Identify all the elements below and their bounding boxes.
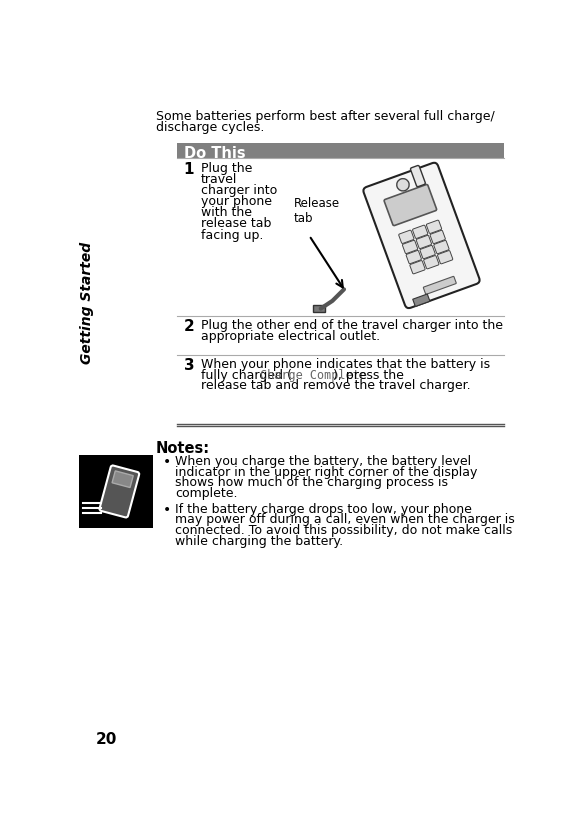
Text: Notes:: Notes: xyxy=(155,441,210,456)
FancyBboxPatch shape xyxy=(434,241,449,253)
Text: Do This: Do This xyxy=(183,146,245,161)
FancyBboxPatch shape xyxy=(424,256,439,268)
Bar xyxy=(79,455,152,528)
Text: Getting Started: Getting Started xyxy=(80,242,94,364)
FancyBboxPatch shape xyxy=(413,294,430,306)
Text: may power off during a call, even when the charger is: may power off during a call, even when t… xyxy=(175,513,515,526)
Text: 3: 3 xyxy=(183,358,194,373)
Text: Plug the: Plug the xyxy=(201,162,252,175)
FancyBboxPatch shape xyxy=(410,165,425,187)
Text: •: • xyxy=(162,455,171,469)
Text: release tab: release tab xyxy=(201,217,271,231)
FancyBboxPatch shape xyxy=(410,261,425,274)
FancyBboxPatch shape xyxy=(427,220,442,233)
Text: release tab and remove the travel charger.: release tab and remove the travel charge… xyxy=(201,379,470,393)
Text: while charging the battery.: while charging the battery. xyxy=(175,535,343,548)
Text: with the: with the xyxy=(201,206,251,219)
Text: appropriate electrical outlet.: appropriate electrical outlet. xyxy=(201,330,379,343)
Text: complete.: complete. xyxy=(175,487,237,500)
FancyBboxPatch shape xyxy=(112,471,133,487)
Text: connected. To avoid this possibility, do not make calls: connected. To avoid this possibility, do… xyxy=(175,524,512,537)
Text: your phone: your phone xyxy=(201,195,272,208)
Text: ), press the: ), press the xyxy=(332,368,403,382)
Text: •: • xyxy=(162,503,171,517)
FancyBboxPatch shape xyxy=(413,225,428,238)
Text: 2: 2 xyxy=(183,320,194,335)
FancyBboxPatch shape xyxy=(420,246,435,258)
Bar xyxy=(178,143,505,159)
Text: facing up.: facing up. xyxy=(201,228,263,242)
FancyBboxPatch shape xyxy=(430,230,445,243)
Text: charger into: charger into xyxy=(201,184,277,197)
Text: When your phone indicates that the battery is: When your phone indicates that the batte… xyxy=(201,358,489,371)
Text: When you charge the battery, the battery level: When you charge the battery, the battery… xyxy=(175,455,471,468)
Text: discharge cycles.: discharge cycles. xyxy=(155,122,264,134)
FancyBboxPatch shape xyxy=(363,163,480,308)
FancyBboxPatch shape xyxy=(438,251,453,263)
Text: Release
tab: Release tab xyxy=(294,197,340,225)
Text: travel: travel xyxy=(201,173,237,185)
Text: 20: 20 xyxy=(96,732,118,747)
Text: Charge Complete: Charge Complete xyxy=(261,368,367,382)
Text: fully charged (: fully charged ( xyxy=(201,368,292,382)
FancyBboxPatch shape xyxy=(406,250,421,263)
Text: Some batteries perform best after several full charge/: Some batteries perform best after severa… xyxy=(155,110,495,123)
FancyBboxPatch shape xyxy=(416,235,431,248)
FancyBboxPatch shape xyxy=(313,305,325,312)
FancyBboxPatch shape xyxy=(100,466,139,518)
FancyBboxPatch shape xyxy=(384,185,436,226)
Text: Plug the other end of the travel charger into the: Plug the other end of the travel charger… xyxy=(201,320,503,332)
Text: If the battery charge drops too low, your phone: If the battery charge drops too low, you… xyxy=(175,503,472,516)
FancyBboxPatch shape xyxy=(423,276,456,294)
FancyBboxPatch shape xyxy=(399,230,414,243)
Text: indicator in the upper right corner of the display: indicator in the upper right corner of t… xyxy=(175,466,477,479)
Circle shape xyxy=(397,179,409,191)
Text: 1: 1 xyxy=(183,162,194,176)
FancyBboxPatch shape xyxy=(402,240,418,253)
Text: shows how much of the charging process is: shows how much of the charging process i… xyxy=(175,477,448,489)
